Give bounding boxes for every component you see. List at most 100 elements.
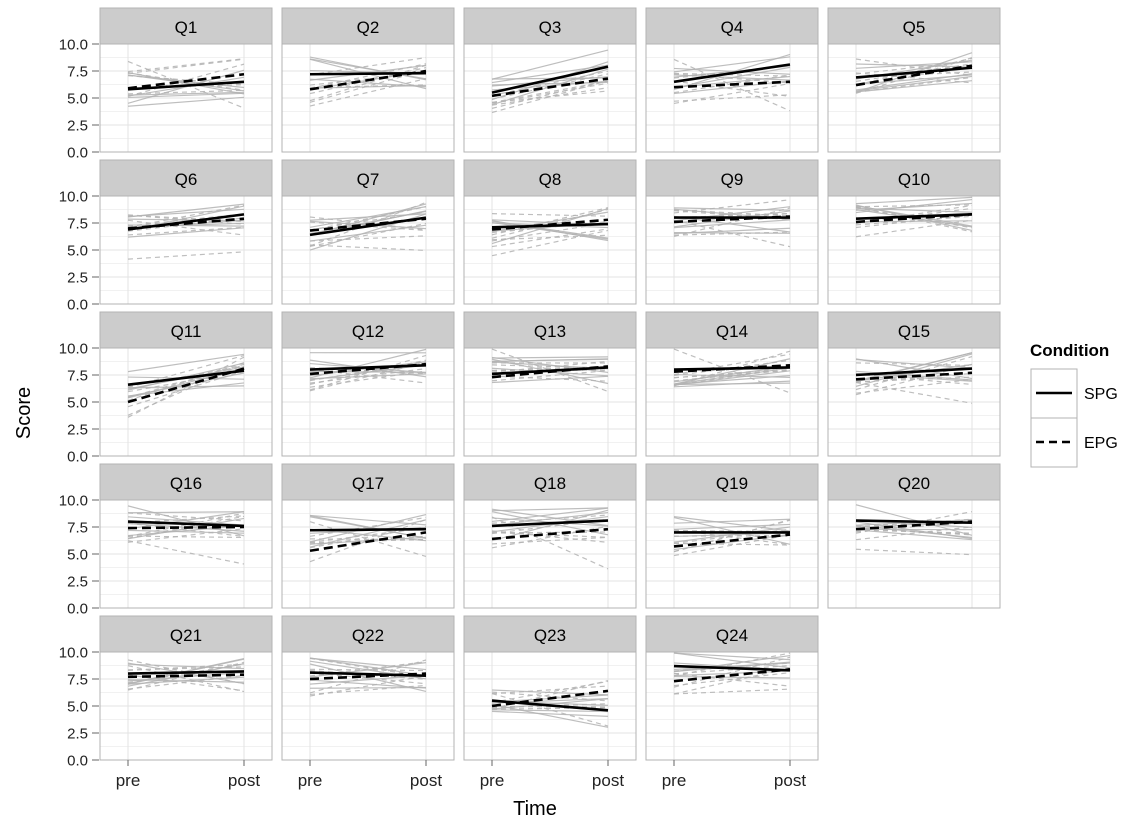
individual-line (673, 382, 791, 386)
individual-line (491, 364, 609, 369)
individual-line (855, 196, 973, 205)
panel-q14: Q14 (645, 311, 819, 457)
mean-line-spg (855, 519, 973, 524)
individual-line (127, 91, 245, 96)
panel-strip (827, 159, 1001, 197)
mean-line-spg (491, 65, 609, 94)
individual-line (491, 509, 609, 542)
y-tick-label: 7.5 (67, 216, 88, 233)
panel-strip (281, 463, 455, 501)
panel-strip-label: Q7 (357, 170, 380, 189)
panel-strip (827, 311, 1001, 349)
individual-line (491, 348, 609, 393)
panel-q22: Q22 (281, 615, 455, 761)
y-tick-label: 10.0 (59, 37, 88, 54)
individual-line (491, 49, 609, 80)
panel-strip (281, 159, 455, 197)
individual-line (491, 229, 609, 257)
mean-line-epg (855, 371, 973, 381)
individual-line (673, 350, 791, 387)
individual-line (309, 64, 427, 102)
panel-strip (281, 615, 455, 653)
mean-line-spg (309, 363, 427, 371)
panel-border (281, 43, 455, 153)
mean-line-epg (309, 217, 427, 232)
individual-line (855, 352, 973, 382)
mean-line-epg (127, 367, 245, 404)
individual-line (673, 219, 791, 229)
panel-q17: Q17 (281, 463, 455, 609)
individual-line (855, 204, 973, 208)
panel-q13: Q13 (463, 311, 637, 457)
individual-line (309, 657, 427, 677)
individual-line (855, 376, 973, 383)
individual-line (491, 375, 609, 382)
mean-line-epg (309, 362, 427, 376)
panel-strip-label: Q8 (539, 170, 562, 189)
panel-q7: Q7 (281, 159, 455, 305)
individual-line (127, 219, 245, 236)
panel-strip-label: Q6 (175, 170, 198, 189)
panel-border (645, 651, 819, 761)
individual-line (127, 663, 245, 672)
individual-line (127, 353, 245, 373)
panel-border (463, 651, 637, 761)
individual-line (673, 67, 791, 75)
y-tick-label: 0.0 (67, 449, 88, 466)
mean-line-spg (309, 216, 427, 237)
individual-line (855, 57, 973, 94)
individual-line (491, 356, 609, 359)
mean-line-spg (309, 671, 427, 678)
individual-line (309, 71, 427, 86)
individual-line (309, 67, 427, 95)
x-tick-label: pre (116, 771, 141, 790)
individual-line (673, 652, 791, 669)
panel-q24: Q24 (645, 615, 819, 761)
individual-line (309, 659, 427, 694)
panel-strip-label: Q13 (534, 322, 566, 341)
individual-line (491, 707, 609, 710)
panel-q9: Q9 (645, 159, 819, 305)
individual-line (127, 370, 245, 393)
individual-line (491, 82, 609, 104)
y-tick-label: 10.0 (59, 645, 88, 662)
individual-line (855, 76, 973, 93)
x-tick-label: pre (298, 771, 323, 790)
individual-line (673, 518, 791, 524)
panel-border (281, 347, 455, 457)
panel-strip-label: Q10 (898, 170, 930, 189)
panel-border (281, 499, 455, 609)
legend-title: Condition (1030, 341, 1109, 360)
individual-line (673, 672, 791, 687)
individual-line (491, 698, 609, 710)
mean-line-spg (309, 527, 427, 532)
panel-strip (281, 7, 455, 45)
panel-strip (99, 463, 273, 501)
individual-line (673, 656, 791, 688)
mean-line-spg (309, 71, 427, 76)
individual-line (127, 362, 245, 402)
panel-strip (645, 615, 819, 653)
individual-line (491, 508, 609, 527)
individual-line (855, 504, 973, 536)
individual-line (491, 703, 609, 728)
individual-line (491, 514, 609, 524)
individual-line (491, 507, 609, 512)
mean-line-spg (491, 519, 609, 528)
individual-line (309, 527, 427, 543)
y-tick-label: 2.5 (67, 270, 88, 287)
panel-q1: Q1 (99, 7, 273, 153)
panel-strip-label: Q2 (357, 18, 380, 37)
mean-line-epg (127, 72, 245, 90)
panel-border (99, 651, 273, 761)
individual-line (127, 363, 245, 399)
individual-line (309, 521, 427, 558)
panel-strip-label: Q17 (352, 474, 384, 493)
individual-line (673, 370, 791, 386)
mean-line-spg (855, 213, 973, 220)
panels-layer: Q1 Q2 Q3 Q4 Q5 Q6 Q7 Q8 Q9 Q10 Q11 Q12 Q13 Q14 Q15 Q16 Q… (99, 7, 1001, 761)
individual-line (309, 514, 427, 526)
individual-line (127, 58, 245, 75)
individual-line (855, 529, 973, 534)
individual-line (491, 213, 609, 217)
